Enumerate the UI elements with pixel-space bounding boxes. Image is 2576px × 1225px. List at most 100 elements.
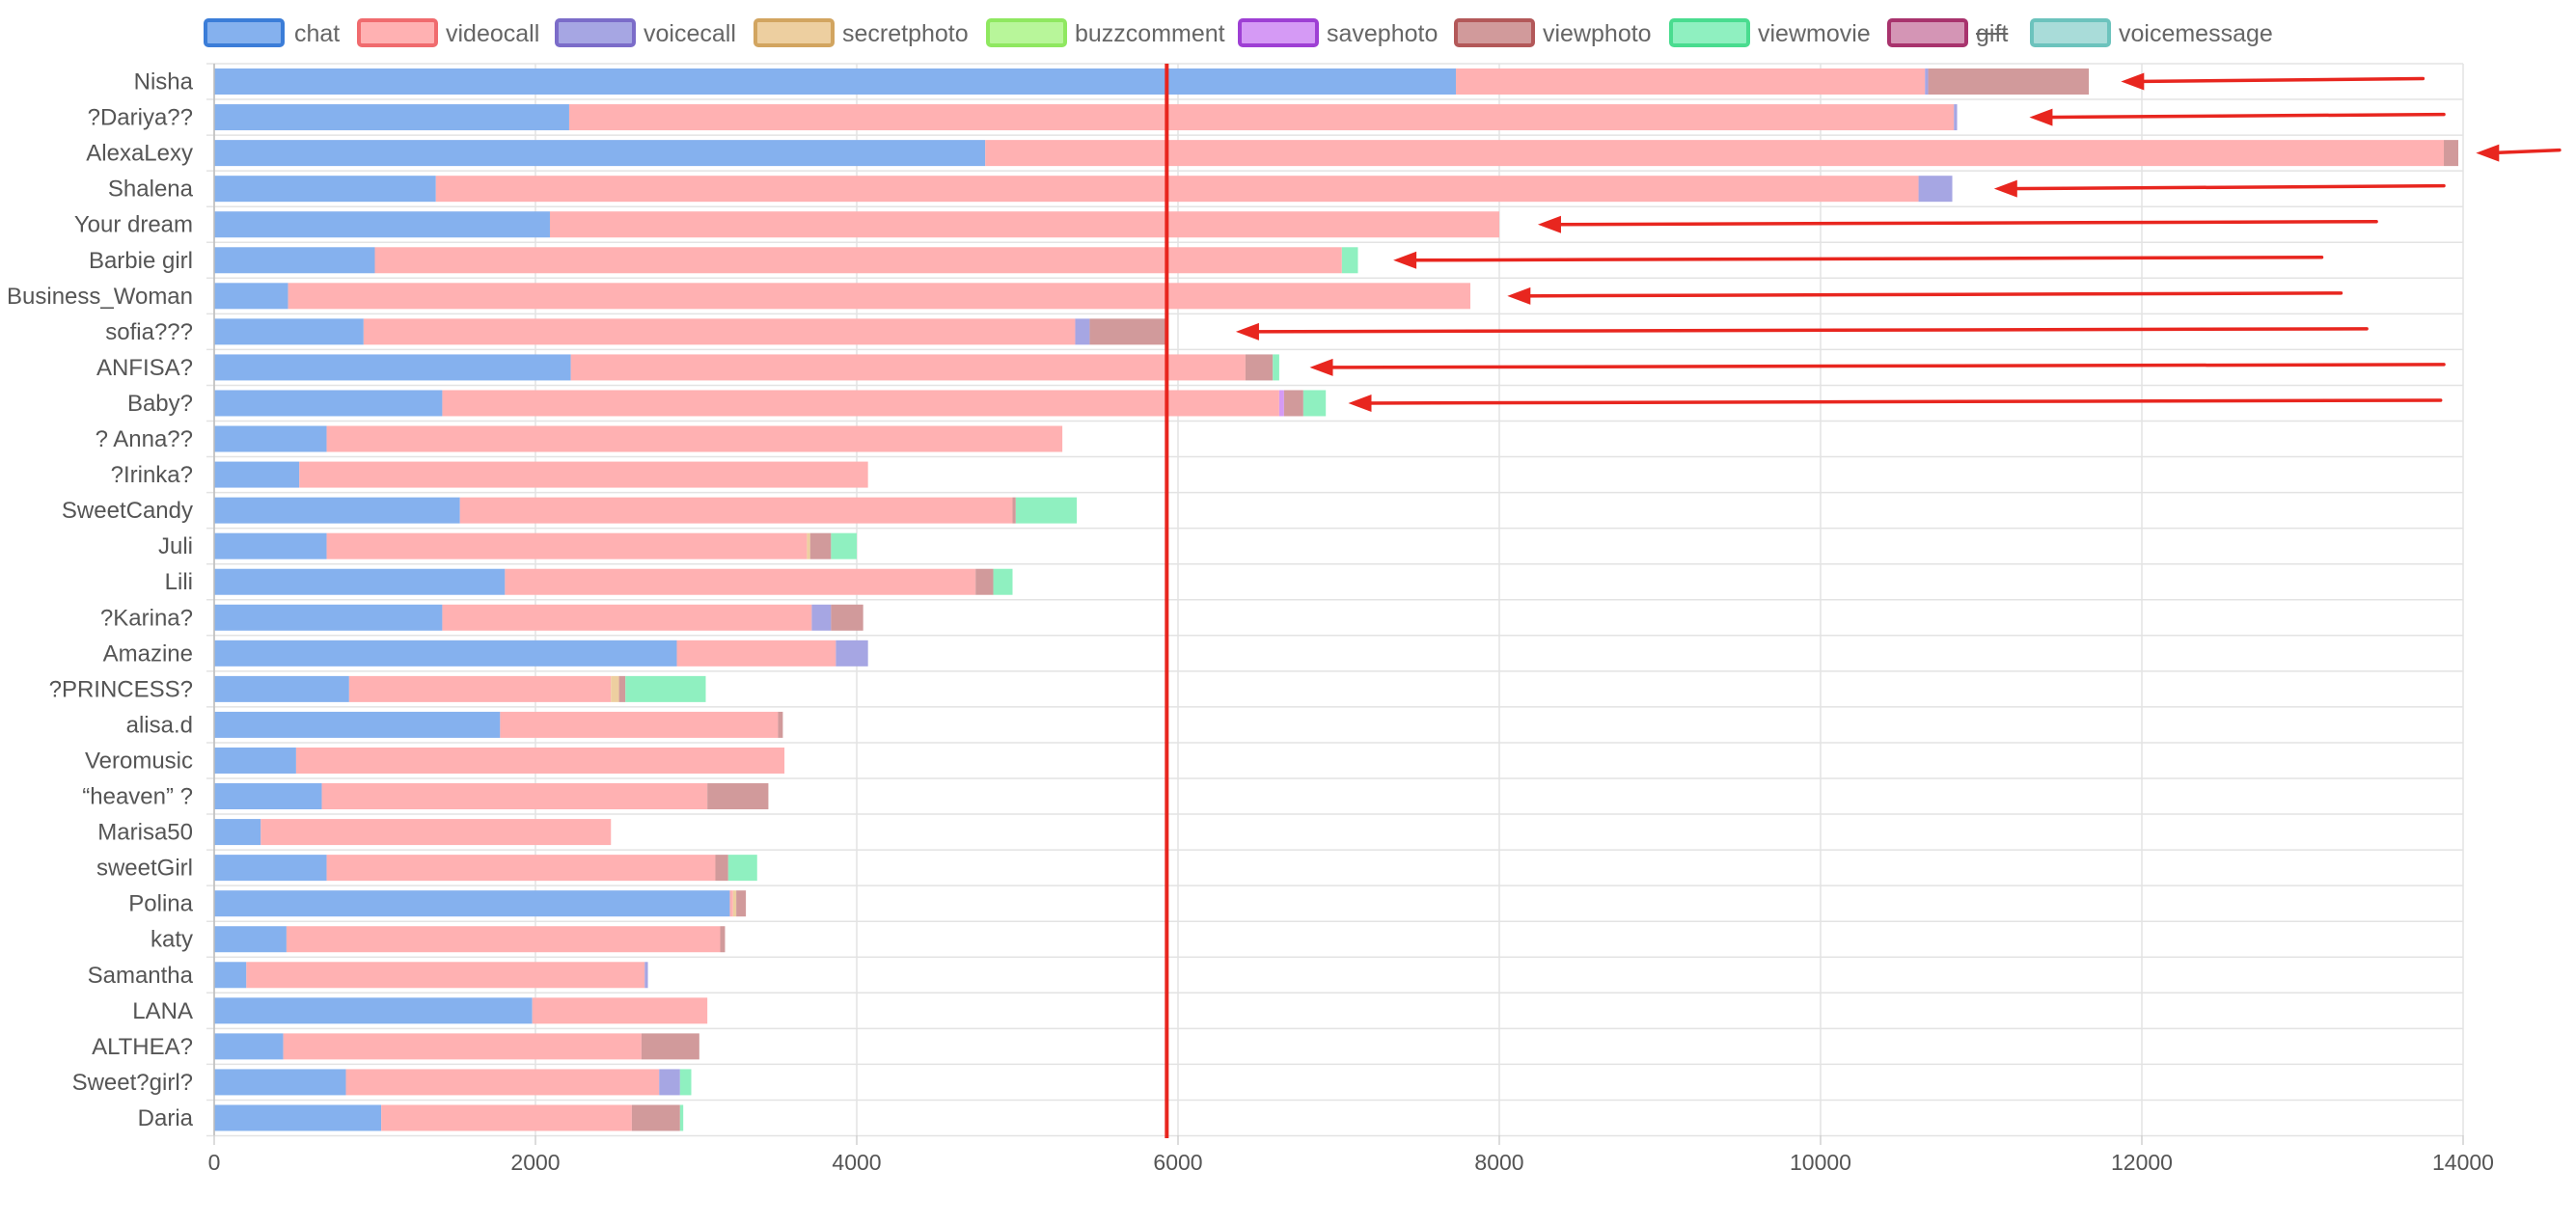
bar-segment-viewphoto[interactable] [720, 926, 726, 953]
bar-segment-chat[interactable] [214, 747, 296, 774]
bar-segment-viewphoto[interactable] [618, 675, 626, 702]
bar-segment-viewphoto[interactable] [715, 855, 728, 882]
bar-segment-chat[interactable] [214, 783, 322, 810]
bar-segment-chat[interactable] [214, 354, 571, 381]
bar-segment-viewmovie[interactable] [625, 675, 706, 702]
bar-segment-videocall[interactable] [459, 497, 1013, 524]
bar-segment-videocall[interactable] [326, 532, 808, 559]
bar-segment-videocall[interactable] [345, 1069, 660, 1096]
bar-segment-secretphoto[interactable] [732, 890, 737, 917]
bar-segment-viewmovie[interactable] [727, 855, 757, 882]
bar-segment-videocall[interactable] [549, 211, 1499, 238]
legend-item-buzzcomment[interactable]: buzzcomment [986, 18, 1225, 47]
bar-segment-videocall[interactable] [1456, 68, 1926, 95]
bar-segment-viewmovie[interactable] [679, 1069, 692, 1096]
bar-segment-viewphoto[interactable] [641, 1033, 699, 1060]
bar-segment-chat[interactable] [214, 819, 261, 846]
bar-segment-videocall[interactable] [532, 997, 708, 1024]
bar-segment-videocall[interactable] [435, 176, 1919, 203]
bar-segment-chat[interactable] [214, 568, 506, 595]
bar-segment-videocall[interactable] [500, 711, 779, 738]
bar-segment-videocall[interactable] [246, 962, 645, 989]
legend-item-viewphoto[interactable]: viewphoto [1454, 18, 1652, 47]
bar-segment-videocall[interactable] [568, 104, 1955, 131]
bar-segment-voicecall[interactable] [811, 604, 832, 631]
bar-segment-videocall[interactable] [348, 675, 612, 702]
bar-segment-voicecall[interactable] [644, 962, 648, 989]
bar-segment-chat[interactable] [214, 855, 327, 882]
bar-segment-viewphoto[interactable] [631, 1104, 680, 1131]
bar-segment-chat[interactable] [214, 1104, 382, 1131]
bar-segment-chat[interactable] [214, 962, 247, 989]
bar-segment-videocall[interactable] [374, 247, 1342, 274]
bar-segment-chat[interactable] [214, 1069, 346, 1096]
bar-segment-videocall[interactable] [260, 819, 612, 846]
bar-segment-chat[interactable] [214, 532, 327, 559]
bar-segment-videocall[interactable] [570, 354, 1246, 381]
legend-item-videocall[interactable]: videocall [357, 18, 539, 47]
bar-segment-viewmovie[interactable] [1341, 247, 1358, 274]
bar-segment-chat[interactable] [214, 640, 677, 667]
bar-segment-chat[interactable] [214, 425, 327, 452]
bar-segment-viewphoto[interactable] [831, 604, 863, 631]
bar-segment-videocall[interactable] [505, 568, 976, 595]
bar-segment-viewphoto[interactable] [975, 568, 994, 595]
bar-segment-chat[interactable] [214, 318, 364, 345]
bar-segment-viewmovie[interactable] [1273, 354, 1279, 381]
bar-segment-chat[interactable] [214, 711, 501, 738]
bar-segment-videocall[interactable] [295, 747, 785, 774]
bar-segment-viewmovie[interactable] [1015, 497, 1078, 524]
bar-segment-videocall[interactable] [381, 1104, 632, 1131]
bar-segment-voicecall[interactable] [1954, 104, 1958, 131]
legend-item-voicecall[interactable]: voicecall [555, 18, 736, 47]
bar-segment-voicecall[interactable] [1925, 68, 1929, 95]
bar-segment-videocall[interactable] [729, 890, 733, 917]
bar-segment-chat[interactable] [214, 247, 375, 274]
bar-segment-viewphoto[interactable] [707, 783, 769, 810]
bar-segment-viewphoto[interactable] [778, 711, 783, 738]
bar-segment-chat[interactable] [214, 461, 300, 488]
bar-segment-videocall[interactable] [363, 318, 1076, 345]
bar-segment-viewmovie[interactable] [831, 532, 857, 559]
bar-segment-viewphoto[interactable] [2444, 140, 2459, 167]
bar-segment-viewphoto[interactable] [736, 890, 747, 917]
bar-segment-chat[interactable] [214, 926, 287, 953]
bar-segment-secretphoto[interactable] [807, 532, 810, 559]
bar-segment-videocall[interactable] [442, 390, 1279, 417]
bar-segment-viewphoto[interactable] [1012, 497, 1016, 524]
bar-segment-chat[interactable] [214, 211, 550, 238]
bar-segment-videocall[interactable] [299, 461, 868, 488]
bar-segment-voicecall[interactable] [836, 640, 868, 667]
bar-segment-chat[interactable] [214, 1033, 284, 1060]
bar-segment-voicecall[interactable] [1918, 176, 1953, 203]
bar-segment-chat[interactable] [214, 104, 569, 131]
bar-segment-chat[interactable] [214, 997, 533, 1024]
bar-segment-videocall[interactable] [321, 783, 708, 810]
bar-segment-savephoto[interactable] [1278, 390, 1284, 417]
bar-segment-viewphoto[interactable] [1928, 68, 2090, 95]
bar-segment-secretphoto[interactable] [611, 675, 619, 702]
bar-segment-viewmovie[interactable] [1302, 390, 1327, 417]
legend-item-secretphoto[interactable]: secretphoto [754, 18, 969, 47]
bar-segment-videocall[interactable] [985, 140, 2445, 167]
bar-segment-chat[interactable] [214, 890, 730, 917]
bar-segment-chat[interactable] [214, 390, 443, 417]
bar-segment-chat[interactable] [214, 176, 436, 203]
legend-item-chat[interactable]: chat [204, 18, 340, 47]
legend-item-viewmovie[interactable]: viewmovie [1669, 18, 1871, 47]
bar-segment-chat[interactable] [214, 675, 349, 702]
bar-segment-chat[interactable] [214, 604, 443, 631]
legend-item-savephoto[interactable]: savephoto [1238, 18, 1438, 47]
bar-segment-videocall[interactable] [676, 640, 836, 667]
bar-segment-videocall[interactable] [288, 283, 1471, 310]
bar-segment-viewmovie[interactable] [679, 1104, 684, 1131]
bar-segment-videocall[interactable] [326, 855, 716, 882]
bar-segment-chat[interactable] [214, 497, 460, 524]
bar-segment-viewmovie[interactable] [993, 568, 1013, 595]
bar-segment-viewphoto[interactable] [1089, 318, 1167, 345]
bar-segment-chat[interactable] [214, 140, 986, 167]
bar-segment-voicecall[interactable] [1075, 318, 1090, 345]
bar-segment-viewphoto[interactable] [809, 532, 832, 559]
bar-segment-voicecall[interactable] [659, 1069, 680, 1096]
legend-item-voicemessage[interactable]: voicemessage [2030, 18, 2273, 47]
